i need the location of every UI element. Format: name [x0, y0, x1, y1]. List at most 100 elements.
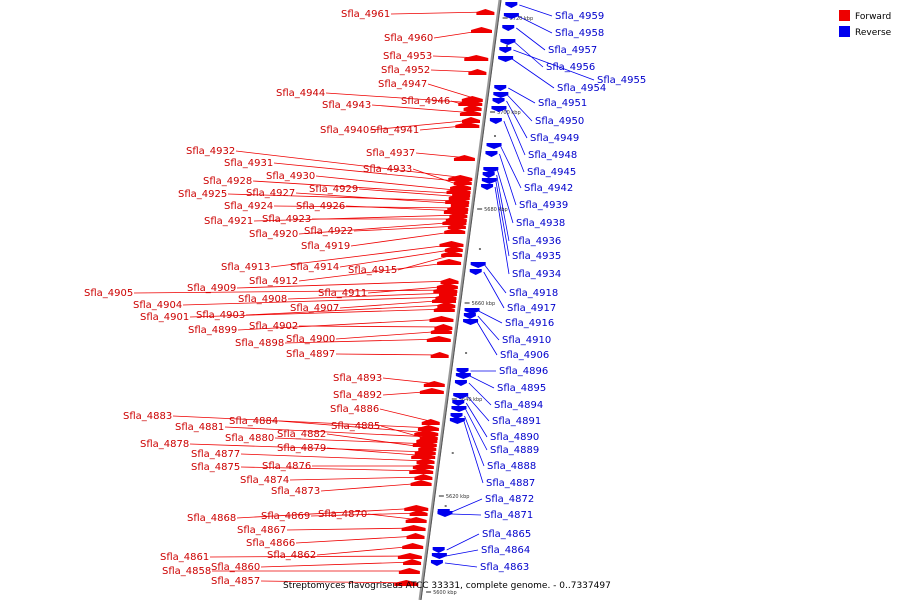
forward-gene-label[interactable]: Sfla_4879 — [277, 443, 326, 454]
forward-gene-arrow[interactable] — [401, 525, 426, 531]
forward-gene-arrow[interactable] — [450, 184, 472, 190]
forward-gene-arrow[interactable] — [450, 201, 469, 207]
forward-gene-label[interactable]: Sfla_4861 — [160, 552, 209, 563]
forward-gene-label[interactable]: Sfla_4866 — [246, 538, 295, 549]
forward-gene-label[interactable]: Sfla_4924 — [224, 201, 273, 212]
forward-gene-arrow[interactable] — [412, 441, 437, 447]
reverse-gene-label[interactable]: Sfla_4949 — [530, 133, 579, 144]
reverse-gene-arrow[interactable] — [451, 406, 467, 412]
reverse-gene-arrow[interactable] — [502, 25, 515, 31]
reverse-gene-label[interactable]: Sfla_4935 — [512, 251, 561, 262]
forward-gene-label[interactable]: Sfla_4933 — [363, 164, 412, 175]
reverse-gene-label[interactable]: Sfla_4865 — [482, 529, 531, 540]
forward-gene-arrow[interactable] — [417, 425, 439, 431]
forward-gene-arrow[interactable] — [434, 324, 453, 330]
forward-gene-arrow[interactable] — [412, 463, 434, 469]
forward-gene-label[interactable]: Sfla_4886 — [330, 404, 379, 415]
forward-gene-arrow[interactable] — [429, 316, 454, 322]
forward-gene-label[interactable]: Sfla_4926 — [296, 201, 345, 212]
reverse-gene-arrow[interactable] — [437, 511, 453, 517]
reverse-gene-label[interactable]: Sfla_4951 — [538, 98, 587, 109]
reverse-gene-arrow[interactable] — [485, 151, 498, 157]
reverse-gene-label[interactable]: Sfla_4956 — [546, 62, 595, 73]
reverse-gene-label[interactable]: Sfla_4891 — [492, 416, 541, 427]
forward-gene-arrow[interactable] — [394, 580, 419, 586]
forward-gene-arrow[interactable] — [414, 474, 433, 480]
reverse-gene-arrow[interactable] — [450, 413, 463, 419]
forward-gene-arrow[interactable] — [463, 105, 482, 111]
forward-gene-arrow[interactable] — [402, 543, 424, 549]
reverse-gene-label[interactable]: Sfla_4957 — [548, 45, 597, 56]
forward-gene-label[interactable]: Sfla_4869 — [261, 511, 310, 522]
forward-gene-arrow[interactable] — [468, 69, 487, 75]
forward-gene-arrow[interactable] — [416, 437, 438, 443]
forward-gene-arrow[interactable] — [423, 381, 445, 387]
reverse-gene-arrow[interactable] — [493, 92, 509, 98]
reverse-gene-arrow[interactable] — [449, 418, 465, 424]
reverse-gene-arrow[interactable] — [469, 269, 482, 275]
forward-gene-arrow[interactable] — [444, 246, 463, 252]
forward-gene-label[interactable]: Sfla_4862 — [267, 550, 316, 561]
reverse-gene-label[interactable]: Sfla_4958 — [555, 28, 604, 39]
reverse-gene-arrow[interactable] — [483, 167, 499, 173]
reverse-gene-arrow[interactable] — [491, 106, 507, 112]
forward-gene-label[interactable]: Sfla_4930 — [266, 171, 315, 182]
reverse-gene-label[interactable]: Sfla_4918 — [509, 288, 558, 299]
forward-gene-arrow[interactable] — [432, 297, 456, 303]
forward-gene-label[interactable]: Sfla_4907 — [290, 303, 339, 314]
reverse-gene-arrow[interactable] — [463, 319, 479, 325]
forward-gene-label[interactable]: Sfla_4880 — [225, 433, 274, 444]
reverse-gene-label[interactable]: Sfla_4945 — [527, 167, 576, 178]
forward-gene-arrow[interactable] — [462, 117, 480, 123]
forward-gene-label[interactable]: Sfla_4914 — [290, 262, 339, 273]
reverse-gene-arrow[interactable] — [481, 184, 494, 190]
forward-gene-label[interactable]: Sfla_4893 — [333, 373, 382, 384]
forward-gene-label[interactable]: Sfla_4920 — [249, 229, 298, 240]
reverse-gene-arrow[interactable] — [494, 85, 507, 91]
forward-gene-arrow[interactable] — [433, 306, 455, 312]
reverse-gene-arrow[interactable] — [481, 178, 497, 184]
forward-gene-label[interactable]: Sfla_4932 — [186, 146, 235, 157]
reverse-gene-arrow[interactable] — [463, 313, 476, 319]
forward-gene-arrow[interactable] — [437, 302, 456, 308]
forward-gene-arrow[interactable] — [397, 553, 422, 559]
forward-gene-label[interactable]: Sfla_4867 — [237, 525, 286, 536]
forward-gene-label[interactable]: Sfla_4897 — [286, 349, 335, 360]
forward-gene-label[interactable]: Sfla_4874 — [240, 475, 289, 486]
reverse-gene-label[interactable]: Sfla_4954 — [557, 83, 606, 94]
forward-gene-arrow[interactable] — [471, 27, 492, 33]
reverse-gene-label[interactable]: Sfla_4955 — [597, 75, 646, 86]
forward-gene-label[interactable]: Sfla_4882 — [277, 429, 326, 440]
forward-gene-label[interactable]: Sfla_4952 — [381, 65, 430, 76]
reverse-gene-arrow[interactable] — [492, 98, 505, 104]
reverse-gene-label[interactable]: Sfla_4910 — [502, 335, 551, 346]
reverse-gene-label[interactable]: Sfla_4887 — [486, 478, 535, 489]
forward-gene-arrow[interactable] — [430, 328, 452, 334]
forward-gene-arrow[interactable] — [448, 194, 470, 200]
forward-gene-label[interactable]: Sfla_4912 — [249, 276, 298, 287]
forward-gene-arrow[interactable] — [414, 449, 436, 455]
forward-gene-label[interactable]: Sfla_4931 — [224, 158, 273, 169]
forward-gene-arrow[interactable] — [449, 212, 468, 218]
reverse-gene-arrow[interactable] — [453, 393, 469, 399]
forward-gene-label[interactable]: Sfla_4901 — [140, 312, 189, 323]
forward-gene-label[interactable]: Sfla_4908 — [238, 294, 287, 305]
forward-gene-arrow[interactable] — [439, 241, 464, 247]
reverse-gene-arrow[interactable] — [498, 56, 514, 62]
forward-gene-arrow[interactable] — [419, 388, 444, 394]
forward-gene-arrow[interactable] — [458, 100, 483, 106]
forward-gene-label[interactable]: Sfla_4900 — [286, 334, 335, 345]
forward-gene-arrow[interactable] — [421, 419, 440, 425]
forward-gene-label[interactable]: Sfla_4858 — [162, 566, 211, 577]
forward-gene-arrow[interactable] — [444, 228, 466, 234]
forward-gene-label[interactable]: Sfla_4877 — [191, 449, 240, 460]
forward-gene-label[interactable]: Sfla_4946 — [401, 96, 450, 107]
reverse-gene-label[interactable]: Sfla_4896 — [499, 366, 548, 377]
forward-gene-label[interactable]: Sfla_4921 — [204, 216, 253, 227]
reverse-gene-label[interactable]: Sfla_4888 — [487, 461, 536, 472]
forward-gene-label[interactable]: Sfla_4892 — [333, 390, 382, 401]
reverse-gene-arrow[interactable] — [452, 400, 465, 406]
forward-gene-label[interactable]: Sfla_4902 — [249, 321, 298, 332]
reverse-gene-label[interactable]: Sfla_4894 — [494, 400, 543, 411]
forward-gene-arrow[interactable] — [416, 458, 435, 464]
